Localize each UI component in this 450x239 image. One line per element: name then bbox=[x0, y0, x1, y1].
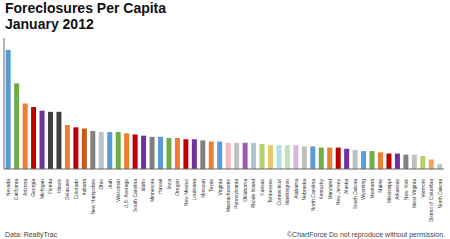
svg-text:New Hampshire: New Hampshire bbox=[90, 179, 96, 215]
svg-text:Illinois: Illinois bbox=[56, 179, 62, 193]
svg-text:Kentucky: Kentucky bbox=[318, 179, 324, 200]
svg-text:Wisconsin: Wisconsin bbox=[115, 179, 121, 202]
svg-text:Montana: Montana bbox=[369, 179, 375, 199]
svg-text:District of Columbia: District of Columbia bbox=[428, 179, 434, 223]
svg-text:Utah: Utah bbox=[107, 179, 113, 190]
svg-text:Virginia: Virginia bbox=[217, 179, 223, 196]
svg-text:Rhode Island: Rhode Island bbox=[250, 179, 256, 209]
svg-text:Arkansas: Arkansas bbox=[394, 179, 400, 200]
svg-text:Minnesota: Minnesota bbox=[149, 179, 155, 202]
svg-text:Texas: Texas bbox=[208, 179, 214, 193]
svg-text:Hawaii: Hawaii bbox=[157, 179, 163, 194]
svg-text:New Mexico: New Mexico bbox=[183, 179, 189, 206]
svg-text:Nebraska: Nebraska bbox=[301, 179, 307, 201]
svg-text:Maryland: Maryland bbox=[327, 179, 333, 200]
svg-text:New Jersey: New Jersey bbox=[335, 179, 341, 206]
svg-text:Vermont: Vermont bbox=[420, 178, 426, 197]
html-text:Foreclosures Per Capita: Foreclosures Per Capita bbox=[5, 0, 167, 16]
svg-text:U.S. Average: U.S. Average bbox=[123, 179, 129, 209]
svg-text:Oregon: Oregon bbox=[174, 179, 180, 196]
svg-text:Alaska: Alaska bbox=[343, 179, 349, 194]
svg-text:Colorado: Colorado bbox=[73, 179, 79, 200]
html-text:Data: RealtyTrac: Data: RealtyTrac bbox=[5, 231, 58, 238]
html-text:January 2012: January 2012 bbox=[5, 16, 94, 32]
svg-text:Maine: Maine bbox=[377, 179, 383, 193]
svg-text:Connecticut: Connecticut bbox=[276, 178, 282, 205]
svg-text:Oklahoma: Oklahoma bbox=[242, 179, 248, 202]
svg-text:New York: New York bbox=[403, 179, 409, 201]
svg-text:California: California bbox=[13, 179, 19, 200]
svg-text:Massachusetts: Massachusetts bbox=[225, 179, 231, 213]
svg-text:Washington: Washington bbox=[284, 179, 290, 205]
svg-text:Wyoming: Wyoming bbox=[360, 179, 366, 200]
svg-text:Missouri: Missouri bbox=[200, 179, 206, 198]
svg-text:Pennsylvania: Pennsylvania bbox=[233, 179, 239, 209]
svg-text:Louisiana: Louisiana bbox=[191, 179, 197, 201]
svg-text:Michigan: Michigan bbox=[39, 179, 45, 199]
svg-text:South Dakota: South Dakota bbox=[352, 179, 358, 210]
svg-text:Mississippi: Mississippi bbox=[386, 179, 392, 203]
svg-text:Georgia: Georgia bbox=[30, 179, 36, 197]
svg-text:Indiana: Indiana bbox=[81, 179, 87, 196]
svg-text:Kansas: Kansas bbox=[259, 179, 265, 196]
html-text:©ChartForce Do not reproduce w: ©ChartForce Do not reproduce without per… bbox=[286, 231, 445, 238]
svg-text:North Dakota: North Dakota bbox=[437, 179, 442, 209]
svg-text:Delaware: Delaware bbox=[64, 179, 70, 200]
svg-text:Iowa: Iowa bbox=[166, 179, 172, 190]
svg-text:Arizona: Arizona bbox=[22, 179, 28, 196]
svg-text:Tennessee: Tennessee bbox=[267, 179, 273, 203]
svg-text:North Carolina: North Carolina bbox=[310, 179, 316, 211]
svg-text:Ohio: Ohio bbox=[98, 179, 104, 190]
svg-text:Idaho: Idaho bbox=[140, 179, 146, 192]
svg-text:Alabama: Alabama bbox=[293, 179, 299, 199]
svg-text:Florida: Florida bbox=[47, 179, 53, 195]
svg-text:Nevada: Nevada bbox=[8, 179, 11, 196]
svg-text:West Virginia: West Virginia bbox=[411, 179, 417, 208]
svg-text:South Carolina: South Carolina bbox=[132, 179, 138, 212]
